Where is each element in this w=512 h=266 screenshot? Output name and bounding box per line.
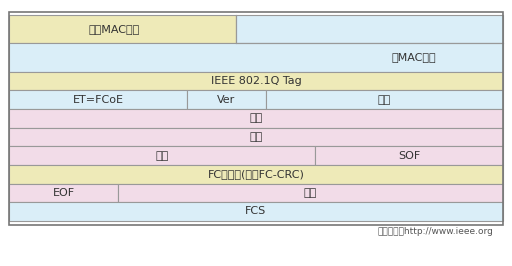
Text: FC封包帧(包括FC-CRC): FC封包帧(包括FC-CRC) xyxy=(207,169,305,179)
Bar xyxy=(9,184,118,202)
Bar xyxy=(9,90,187,109)
Text: SOF: SOF xyxy=(398,151,420,161)
Text: 预留: 预留 xyxy=(304,188,317,198)
Text: FCS: FCS xyxy=(245,206,267,217)
Bar xyxy=(118,184,503,202)
Bar xyxy=(236,15,503,43)
Bar xyxy=(9,15,236,43)
Text: ET=FCoE: ET=FCoE xyxy=(73,95,123,105)
Bar xyxy=(187,90,266,109)
Text: Ver: Ver xyxy=(217,95,236,105)
Bar xyxy=(9,43,503,72)
Text: 预留: 预留 xyxy=(249,113,263,123)
Text: 预留: 预留 xyxy=(249,132,263,142)
Bar xyxy=(9,109,503,128)
Text: 源MAC地址: 源MAC地址 xyxy=(392,52,436,63)
Bar xyxy=(9,12,503,225)
Bar xyxy=(9,165,503,184)
Bar xyxy=(9,128,503,146)
Bar xyxy=(9,202,503,221)
Text: 预留: 预留 xyxy=(378,95,391,105)
Text: 资料来源：http://www.ieee.org: 资料来源：http://www.ieee.org xyxy=(377,227,493,236)
Text: EOF: EOF xyxy=(52,188,75,198)
Bar xyxy=(9,146,315,165)
Text: 目标MAC地址: 目标MAC地址 xyxy=(89,24,140,34)
Bar xyxy=(9,72,503,90)
Bar xyxy=(315,146,503,165)
Text: IEEE 802.1Q Tag: IEEE 802.1Q Tag xyxy=(210,76,302,86)
Text: 预留: 预留 xyxy=(156,151,169,161)
Bar xyxy=(266,90,503,109)
